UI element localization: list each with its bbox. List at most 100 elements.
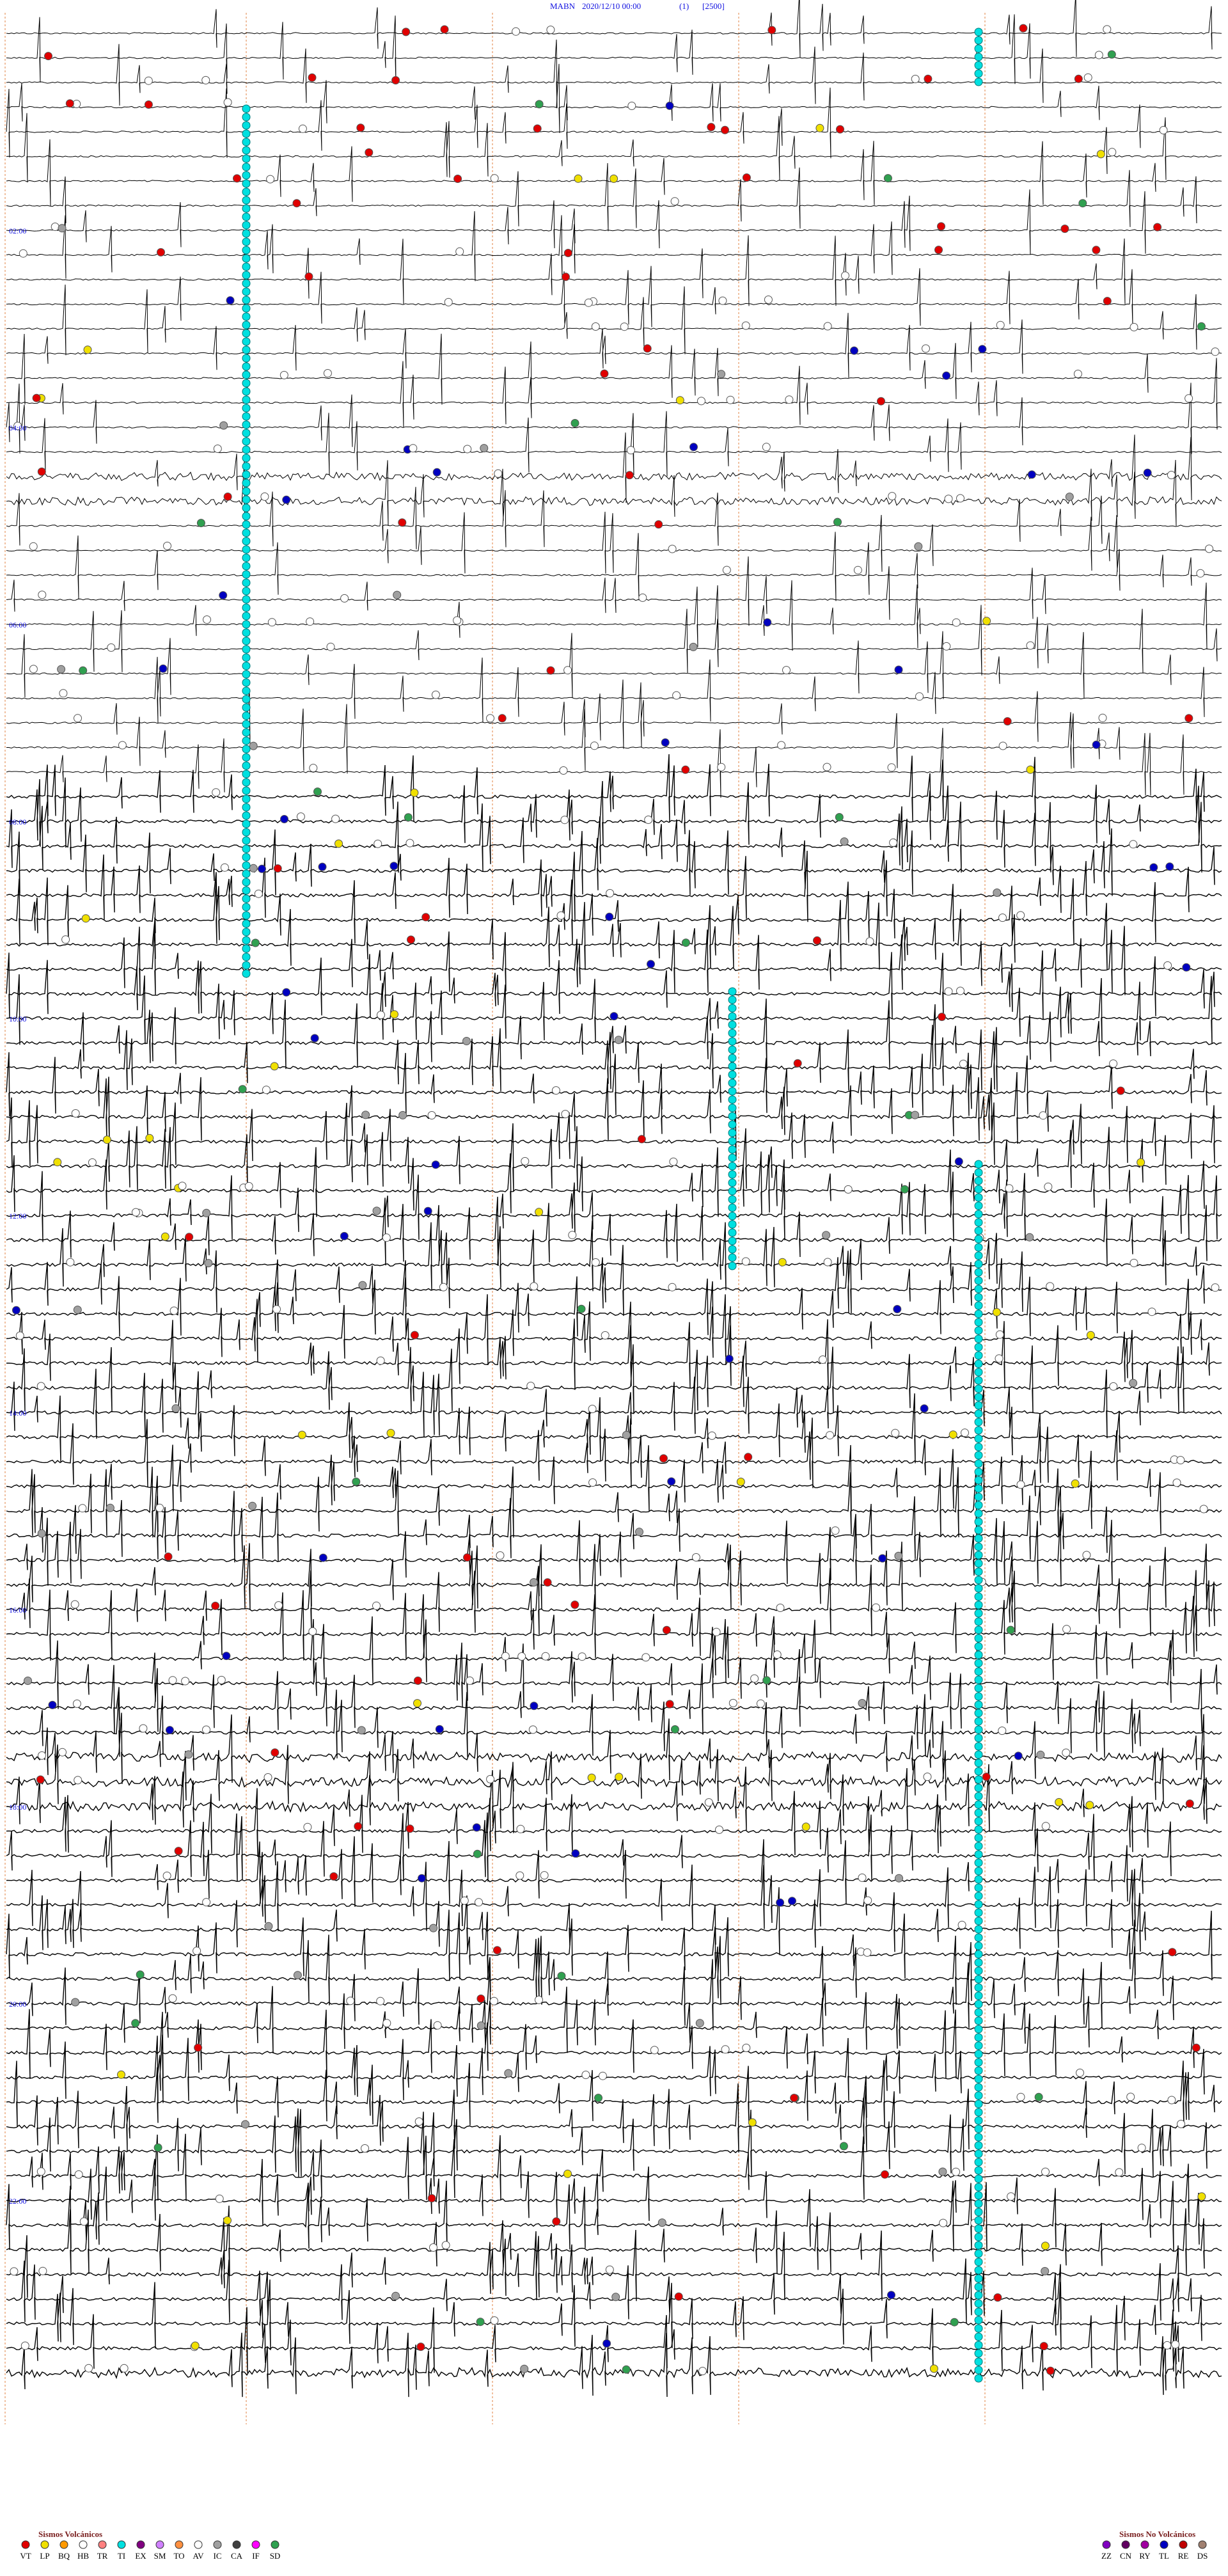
tremor-marker: [974, 2033, 983, 2042]
tremor-marker: [242, 370, 251, 379]
tremor-marker: [974, 1842, 983, 1851]
event-marker: [764, 296, 773, 304]
tremor-marker: [242, 445, 251, 454]
event-marker: [888, 492, 897, 501]
tremor-marker: [242, 162, 251, 171]
tremor-marker: [242, 811, 251, 820]
tremor-marker: [242, 520, 251, 529]
event-marker: [215, 2194, 224, 2203]
event-marker: [292, 199, 301, 208]
tremor-marker: [974, 2282, 983, 2291]
legend-swatch: [1121, 2540, 1130, 2549]
event-marker: [36, 2167, 45, 2176]
event-marker: [480, 444, 489, 453]
event-marker: [413, 1699, 421, 1708]
event-marker: [323, 369, 332, 377]
tremor-marker: [974, 2116, 983, 2125]
tremor-marker: [242, 720, 251, 729]
event-marker: [822, 1231, 831, 1240]
tremor-marker: [242, 636, 251, 645]
tremor-marker: [242, 229, 251, 238]
event-marker: [782, 666, 791, 675]
trace: [6, 1934, 1222, 2005]
legend-code: RY: [1139, 2551, 1151, 2561]
event-marker: [697, 397, 705, 406]
trace: [6, 2305, 1222, 2375]
trace: [6, 313, 1222, 378]
tremor-marker: [728, 1237, 737, 1245]
trace: [6, 333, 1222, 405]
tremor-marker: [974, 1700, 983, 1709]
event-marker: [887, 763, 896, 772]
event-marker: [996, 320, 1005, 329]
event-marker: [331, 814, 340, 823]
event-marker: [590, 741, 599, 750]
event-marker: [131, 2019, 140, 2028]
legend-swatch: [1140, 2540, 1149, 2549]
tremor-marker: [974, 1792, 983, 1801]
event-marker: [413, 1676, 422, 1685]
event-marker: [78, 1504, 87, 1513]
tremor-marker: [242, 645, 251, 654]
event-marker: [51, 223, 59, 231]
event-marker: [1036, 1750, 1045, 1759]
event-marker: [635, 1528, 643, 1537]
tremor-marker: [242, 894, 251, 903]
event-marker: [622, 2365, 631, 2374]
event-marker: [202, 1898, 211, 1907]
event-marker: [707, 123, 716, 132]
event-marker: [1041, 1822, 1050, 1831]
event-marker: [476, 2021, 485, 2030]
tremor-marker: [242, 204, 251, 213]
event-marker: [923, 1773, 932, 1782]
event-marker: [614, 1036, 623, 1045]
legend-swatch: [251, 2540, 260, 2549]
event-marker: [489, 1996, 498, 2005]
event-marker: [1107, 50, 1116, 59]
tremor-marker: [242, 570, 251, 579]
event-marker: [1205, 544, 1213, 553]
event-marker: [157, 248, 165, 257]
event-marker: [318, 862, 327, 871]
tremor-marker: [974, 1467, 983, 1476]
tremor-marker: [974, 2108, 983, 2117]
event-marker: [1073, 370, 1082, 378]
event-marker: [959, 1059, 968, 1068]
event-marker: [272, 1305, 281, 1314]
event-marker: [270, 1062, 279, 1071]
tremor-marker: [242, 728, 251, 737]
event-marker: [517, 1652, 526, 1661]
tremor-marker: [728, 1120, 737, 1129]
event-marker: [591, 322, 600, 331]
event-marker: [1062, 1748, 1071, 1757]
tremor-marker: [242, 279, 251, 288]
tremor-marker: [974, 2232, 983, 2241]
tremor-marker: [974, 2191, 983, 2200]
event-marker: [38, 590, 47, 599]
event-marker: [194, 2043, 203, 2052]
event-marker: [654, 520, 663, 529]
event-marker: [201, 75, 210, 84]
tremor-marker: [974, 1409, 983, 1418]
tremor-marker: [242, 129, 251, 138]
event-marker: [431, 1160, 440, 1169]
trace: [6, 2133, 1222, 2201]
tremor-marker: [974, 1160, 983, 1169]
event-marker: [840, 837, 849, 846]
tremor-marker: [974, 1684, 983, 1693]
tremor-marker: [974, 1476, 983, 1485]
time-label: 06:00: [9, 620, 26, 629]
tremor-marker: [974, 1600, 983, 1609]
event-marker: [889, 838, 898, 847]
trace: [6, 1616, 1222, 1684]
tremor-marker: [242, 695, 251, 704]
tremor-marker: [974, 2307, 983, 2316]
tremor-marker: [242, 437, 251, 446]
event-marker: [418, 1874, 426, 1883]
event-marker: [398, 518, 407, 527]
event-marker: [313, 787, 322, 796]
event-marker: [466, 1676, 474, 1685]
event-marker: [878, 1554, 887, 1563]
trace: [6, 802, 1222, 873]
event-marker: [952, 618, 961, 627]
